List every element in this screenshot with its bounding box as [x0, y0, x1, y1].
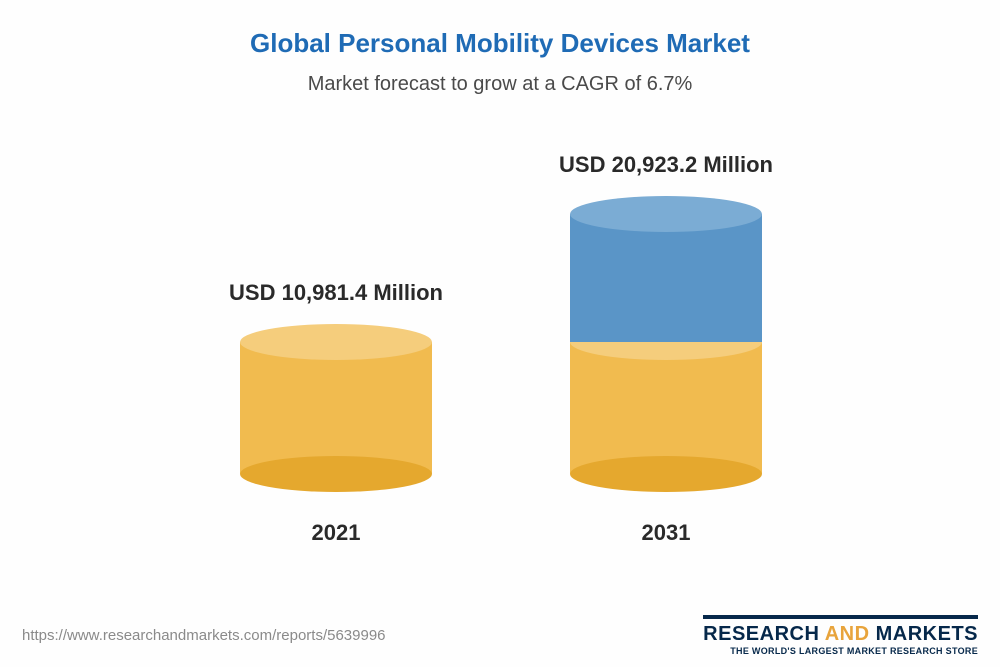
chart-title: Global Personal Mobility Devices Market: [0, 28, 1000, 59]
cylinder-top-ellipse: [570, 196, 762, 232]
value-label: USD 20,923.2 Million: [540, 152, 792, 178]
cylinder: [240, 324, 432, 492]
cylinder-segment: [570, 342, 762, 474]
cylinder-base-ellipse: [570, 456, 762, 492]
source-url: https://www.researchandmarkets.com/repor…: [22, 627, 386, 644]
brand-block: RESEARCH AND MARKETS THE WORLD'S LARGEST…: [703, 615, 978, 656]
cylinder-base-ellipse: [240, 456, 432, 492]
chart-subtitle: Market forecast to grow at a CAGR of 6.7…: [0, 73, 1000, 96]
chart-area: USD 10,981.4 Million 2021 USD 20,923.2 Mil…: [0, 116, 1000, 546]
cylinder-bar-2021: USD 10,981.4 Million 2021: [210, 280, 462, 546]
year-label: 2031: [540, 520, 792, 546]
brand-part-1: RESEARCH: [703, 623, 825, 645]
value-label: USD 10,981.4 Million: [210, 280, 462, 306]
brand-part-2: AND: [825, 623, 876, 645]
cylinder: [570, 196, 762, 492]
cylinder-top-ellipse: [240, 324, 432, 360]
brand-tagline: THE WORLD'S LARGEST MARKET RESEARCH STOR…: [703, 646, 978, 656]
brand-part-3: MARKETS: [876, 623, 978, 645]
brand-name: RESEARCH AND MARKETS: [703, 623, 978, 646]
footer: https://www.researchandmarkets.com/repor…: [0, 611, 1000, 667]
cylinder-bar-2031: USD 20,923.2 Million 2031: [540, 152, 792, 546]
cylinder-segment: [240, 342, 432, 474]
cylinder-segment: [570, 214, 762, 342]
infographic-container: Global Personal Mobility Devices Market …: [0, 0, 1000, 667]
year-label: 2021: [210, 520, 462, 546]
